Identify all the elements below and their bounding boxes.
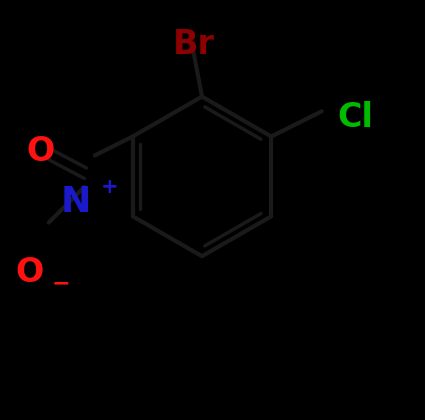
Text: N: N [61, 185, 91, 218]
Text: Cl: Cl [337, 101, 373, 134]
Text: Br: Br [173, 28, 215, 60]
Text: +: + [101, 177, 119, 197]
Text: O: O [16, 257, 44, 289]
Text: O: O [26, 135, 54, 168]
Text: −: − [52, 273, 71, 294]
